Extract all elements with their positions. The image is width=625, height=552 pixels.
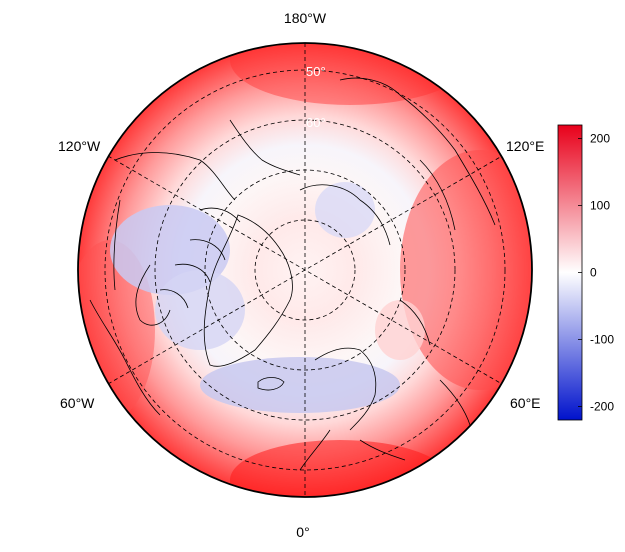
colorbar: 200 100 0 -100 -200 — [557, 124, 614, 421]
map-boundary — [77, 42, 533, 498]
lon-label-top: 180°W — [284, 10, 327, 26]
coastlines — [89, 77, 496, 471]
colorbar-ticks: 200 100 0 -100 -200 — [578, 131, 614, 414]
lon-label-lower-right: 60°E — [510, 395, 541, 411]
lon-label-upper-left: 120°W — [58, 138, 101, 154]
colorbar-tick-label: 100 — [590, 198, 610, 212]
lon-label-bottom: 0° — [296, 524, 309, 540]
lon-label-lower-left: 60°W — [60, 395, 95, 411]
graticule — [104, 43, 506, 497]
lat-label-50: 50° — [306, 64, 326, 79]
colorbar-tick-label: -100 — [590, 333, 614, 347]
lat-label-60: 60° — [306, 115, 326, 130]
colorbar-tick-label: 200 — [590, 131, 610, 145]
colorbar-tick-label: -200 — [590, 400, 614, 414]
lon-label-upper-right: 120°E — [506, 138, 544, 154]
map-disk — [78, 43, 532, 497]
colorbar-tick-label: 0 — [590, 266, 597, 280]
